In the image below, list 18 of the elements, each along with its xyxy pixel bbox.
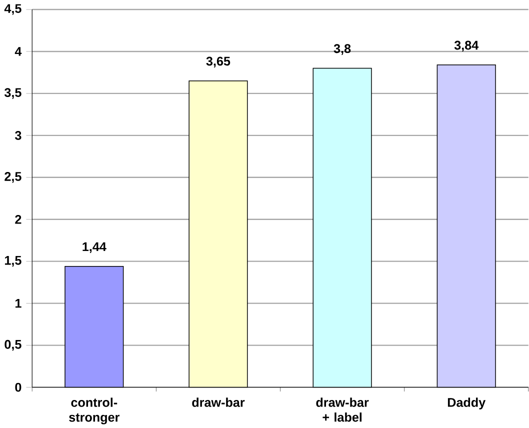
y-tick-label: 1 [15, 298, 22, 308]
y-tick-label: 3 [14, 130, 22, 140]
data-label: 3,84 [454, 40, 479, 52]
y-tick-label: 0,5 [4, 340, 22, 350]
y-tick-label: 4 [14, 46, 22, 56]
y-tick-label: 3,5 [4, 88, 22, 99]
y-tick-label: 1,5 [4, 256, 22, 266]
data-label: 1,44 [82, 242, 106, 253]
x-tick-label: draw-bar + label [316, 397, 369, 422]
data-label: 3,8 [334, 44, 351, 55]
y-tick-label: 4,5 [4, 4, 22, 15]
data-label: 3,65 [206, 56, 230, 68]
y-tick-label: 2,5 [4, 172, 22, 183]
x-tick-label: Daddy [448, 397, 486, 410]
y-tick-label: 2 [15, 214, 22, 224]
y-tick-label: 0 [15, 382, 22, 392]
x-tick-label: control-stronger [69, 397, 120, 424]
x-tick-label: draw-bar [192, 397, 245, 407]
